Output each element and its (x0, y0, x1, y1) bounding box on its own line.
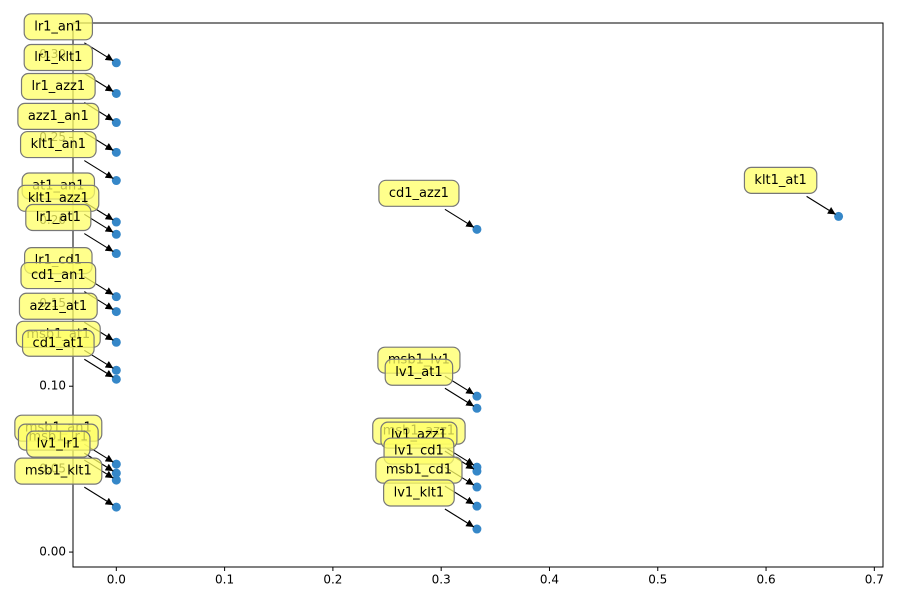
x-tick-label: 0.5 (648, 573, 667, 587)
point (111, 307, 121, 317)
annotation: lv1_at1 (384, 358, 475, 407)
annotation-box (20, 72, 96, 101)
point (472, 403, 482, 413)
point (111, 459, 121, 469)
point (111, 176, 121, 186)
annotation-arrow (84, 486, 114, 506)
annotation-box (384, 358, 454, 386)
x-tick-label: 0.2 (323, 573, 342, 587)
annotation-label: lr1_an1 (34, 19, 82, 34)
annotation: azz1_at1 (18, 292, 114, 341)
point (834, 211, 844, 221)
annotation-label: lr1_klt1 (34, 50, 82, 65)
x-tick-label: 0.1 (215, 573, 234, 587)
annotation: msb1_klt1 (14, 457, 114, 506)
annotation-arrow (84, 160, 114, 180)
annotation-label: lv1_cd1 (394, 444, 444, 459)
x-tick-label: 0.0 (107, 573, 126, 587)
annotation-box (20, 261, 97, 290)
annotation-arrow (444, 387, 475, 407)
annotation-box (25, 203, 92, 232)
point (111, 217, 121, 227)
point (111, 118, 121, 128)
point (111, 365, 121, 375)
points (111, 58, 844, 534)
annotation: lv1_lr1 (26, 430, 114, 479)
annotation-arrow (84, 233, 114, 253)
annotation-box (378, 179, 460, 207)
ticks: 0.00.10.20.30.40.50.60.70.000.050.100.15… (39, 47, 884, 586)
point (111, 58, 121, 68)
annotation: lr1_at1 (25, 203, 114, 253)
annotation-label: msb1_klt1 (25, 464, 92, 479)
annotation-label: cd1_at1 (33, 336, 85, 351)
annotation-arrow (444, 508, 475, 528)
annotation-arrow (84, 358, 114, 378)
annotation: lr1_klt1 (23, 43, 114, 92)
point (472, 466, 482, 476)
annotation-label: klt1_azz1 (28, 191, 89, 206)
annotation-label: lr1_azz1 (32, 79, 86, 94)
annotation-box (23, 43, 94, 72)
point (111, 249, 121, 259)
annotation-label: lv1_at1 (395, 365, 442, 380)
point (111, 147, 121, 157)
annotation-arrow (444, 208, 475, 228)
annotation: klt1_at1 (743, 166, 836, 215)
annotation-label: azz1_at1 (29, 299, 87, 314)
annotation-box (21, 329, 95, 357)
x-tick-label: 0.7 (865, 573, 884, 587)
point (472, 391, 482, 401)
point (111, 468, 121, 478)
annotation-arrow (806, 195, 836, 215)
annotation-label: cd1_an1 (31, 268, 86, 283)
x-tick-label: 0.6 (757, 573, 776, 587)
point (111, 88, 121, 98)
annotation-box (17, 102, 100, 130)
point (472, 482, 482, 492)
annotation: msb1_cd1 (375, 456, 475, 505)
annotation: azz1_an1 (17, 102, 114, 151)
annotation-box (743, 166, 818, 194)
annotation: lr1_an1 (23, 13, 114, 62)
annotation-label: msb1_cd1 (386, 463, 452, 478)
y-tick-label: 0.10 (39, 379, 66, 393)
point (472, 501, 482, 511)
point (111, 229, 121, 239)
annotation-box (14, 457, 103, 485)
annotation-box (383, 479, 455, 507)
annotation-label: lv1_klt1 (394, 486, 445, 501)
point (111, 475, 121, 485)
point (111, 502, 121, 512)
annotation-label: cd1_azz1 (389, 186, 449, 201)
annotation: lr1_azz1 (20, 72, 114, 121)
annotation-label: lr1_at1 (36, 210, 81, 225)
annotations: lr1_an1 lr1_klt1 lr1_azz1 azz1_an1 klt1_an1a… (14, 13, 836, 528)
annotation-label: lv1_lr1 (37, 437, 80, 452)
x-tick-label: 0.4 (540, 573, 559, 587)
annotation-label: azz1_an1 (28, 109, 89, 124)
point (472, 524, 482, 534)
annotation-box (18, 292, 98, 320)
annotation-label: klt1_an1 (31, 137, 87, 152)
x-tick-label: 0.3 (432, 573, 451, 587)
point (111, 374, 121, 384)
annotation: cd1_at1 (21, 329, 114, 378)
point (111, 337, 121, 347)
annotation: cd1_an1 (20, 261, 114, 311)
annotation: cd1_azz1 (378, 179, 475, 228)
annotation-box (19, 130, 97, 159)
point (111, 292, 121, 302)
y-tick-label: 0.00 (39, 545, 66, 559)
annotation: klt1_an1 (19, 130, 114, 180)
point (472, 224, 482, 234)
annotation-box (23, 13, 94, 41)
annotation: lv1_klt1 (383, 479, 475, 528)
annotation-label: klt1_at1 (754, 173, 806, 188)
annotation-box (26, 430, 91, 458)
